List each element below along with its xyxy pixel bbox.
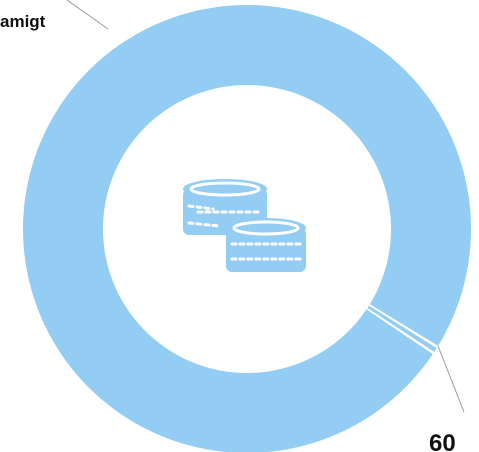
leader-line-amigt xyxy=(66,0,109,30)
donut-slice-60 xyxy=(23,5,471,452)
slice-label-60: 60 xyxy=(429,430,456,452)
leader-line-60 xyxy=(437,345,465,413)
donut-slices xyxy=(23,5,471,452)
slice-label-amigt: amigt xyxy=(0,12,46,31)
donut-slice-amigt xyxy=(367,305,437,352)
coins-stack-icon xyxy=(183,179,306,272)
